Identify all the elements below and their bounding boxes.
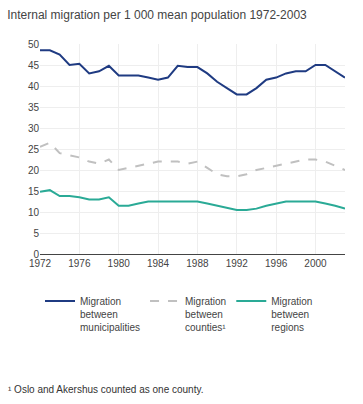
svg-text:40: 40 (28, 81, 40, 92)
svg-text:1988: 1988 (186, 258, 209, 269)
svg-text:1972: 1972 (29, 258, 52, 269)
svg-text:1980: 1980 (108, 258, 131, 269)
svg-text:Migrationbetweenmunicipalities: Migrationbetweenmunicipalities (80, 296, 140, 333)
svg-text:20: 20 (28, 165, 40, 176)
svg-text:50: 50 (28, 39, 40, 50)
svg-text:1984: 1984 (147, 258, 170, 269)
svg-text:Internal migration per 1 000 m: Internal migration per 1 000 mean popula… (7, 8, 307, 22)
svg-text:Migrationbetweenregions: Migrationbetweenregions (271, 296, 312, 333)
svg-text:35: 35 (28, 102, 40, 113)
svg-text:1996: 1996 (265, 258, 288, 269)
svg-text:10: 10 (28, 207, 40, 218)
svg-text:1992: 1992 (226, 258, 249, 269)
svg-text:¹ Oslo and Akershus counted as: ¹ Oslo and Akershus counted as one count… (8, 384, 204, 395)
svg-text:0: 0 (33, 249, 39, 260)
svg-text:30: 30 (28, 123, 40, 134)
svg-text:2000: 2000 (304, 258, 327, 269)
svg-text:45: 45 (28, 60, 40, 71)
svg-text:5: 5 (33, 228, 39, 239)
svg-text:Migrationbetweencounties¹: Migrationbetweencounties¹ (185, 296, 226, 333)
svg-text:1976: 1976 (68, 258, 91, 269)
svg-text:15: 15 (28, 186, 40, 197)
svg-text:25: 25 (28, 144, 40, 155)
